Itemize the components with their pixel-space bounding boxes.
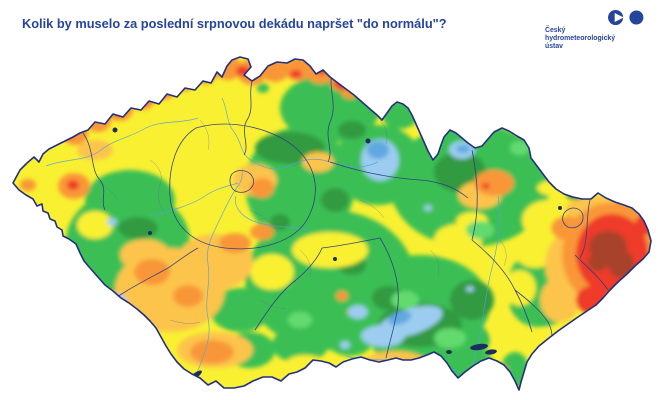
chmi-logo-line2: hydrometeorologický <box>545 35 616 42</box>
chmi-logo: Český hydrometeorologický ústav <box>545 9 645 51</box>
chmi-logo-line3: ústav <box>545 43 564 50</box>
chmi-logo-text: Český hydrometeorologický ústav <box>545 27 645 51</box>
chmi-logo-line1: Český <box>545 27 566 34</box>
chmi-logo-mark-icon <box>608 9 644 26</box>
map-title: Kolik by muselo za poslední srpnovou dek… <box>22 16 447 31</box>
